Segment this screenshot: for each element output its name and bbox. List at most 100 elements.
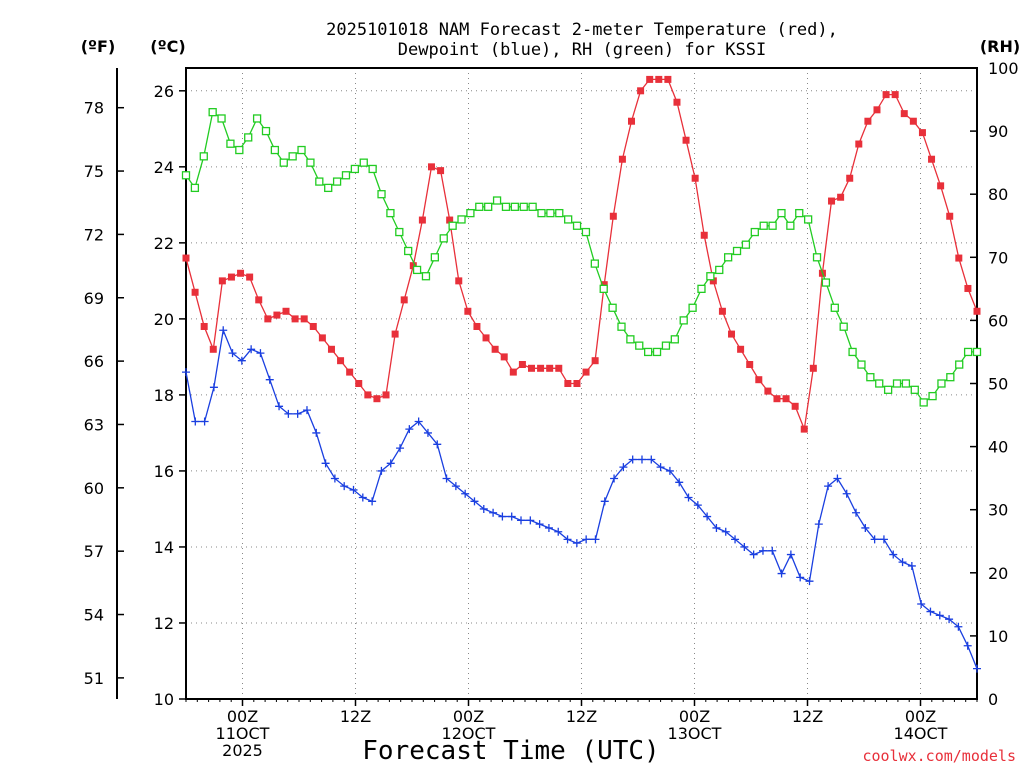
- celsius-tick-label: 22: [154, 234, 174, 253]
- rh-point: [777, 208, 786, 218]
- rh-tick-label: 100: [988, 59, 1019, 78]
- rh-point: [484, 202, 493, 211]
- dewpoint-point: [675, 478, 684, 487]
- dewpoint-point: [498, 512, 507, 521]
- temperature-point: [791, 402, 799, 410]
- rh-point: [350, 164, 360, 174]
- fahrenheit-tick-label: 72: [84, 225, 104, 244]
- temperature-point: [655, 75, 663, 83]
- rh-point: [963, 347, 973, 357]
- temperature-point: [218, 277, 226, 285]
- rh-point: [439, 234, 448, 243]
- temperature-point: [409, 262, 417, 270]
- rh-point: [404, 246, 413, 256]
- temperature-point: [437, 167, 445, 175]
- dewpoint-point: [647, 455, 656, 464]
- time-tick-label: 13OCT: [668, 724, 722, 743]
- temperature-point: [609, 212, 617, 220]
- rh-point: [608, 303, 617, 312]
- time-tick-label: 14OCT: [894, 724, 948, 743]
- rh-point: [208, 108, 217, 117]
- dewpoint-point: [489, 508, 498, 517]
- rh-point: [190, 183, 200, 193]
- rh-point: [715, 265, 724, 275]
- rh-point: [688, 303, 697, 312]
- rh-point: [866, 373, 875, 382]
- rh-point: [217, 114, 226, 123]
- rh-point: [528, 202, 537, 211]
- dewpoint-point: [470, 497, 479, 506]
- temperature-point: [864, 117, 872, 125]
- dewpoint-point: [312, 428, 321, 437]
- rh-point: [661, 341, 671, 350]
- dewpoint-point: [200, 417, 209, 426]
- rh-point: [821, 278, 831, 287]
- temperature-point: [691, 174, 699, 182]
- temperature-point: [718, 307, 726, 315]
- fahrenheit-tick-label: 60: [84, 479, 104, 498]
- dewpoint-point: [405, 425, 414, 434]
- rh-point: [901, 379, 911, 388]
- rh-point: [537, 208, 546, 218]
- temperature-point: [637, 87, 645, 95]
- dewpoint-point: [507, 512, 516, 521]
- dewpoint-point: [954, 622, 963, 631]
- rh-point: [448, 221, 457, 230]
- dewpoint-point: [833, 474, 842, 483]
- rh-point: [421, 272, 431, 281]
- fahrenheit-tick-label: 66: [84, 352, 104, 371]
- rh-point: [252, 114, 262, 123]
- chart-title-line-2: Dewpoint (blue), RH (green) for KSSI: [398, 40, 766, 60]
- rh-point: [848, 347, 857, 357]
- fahrenheit-tick-label: 69: [84, 289, 104, 308]
- dewpoint-point: [703, 512, 712, 521]
- dewpoint-point: [414, 417, 423, 426]
- rh-point: [492, 196, 502, 205]
- dewpoint-point: [479, 504, 488, 513]
- rh-point: [279, 158, 288, 167]
- x-axis-label: Forecast Time (UTC): [362, 736, 659, 766]
- dewpoint-point: [535, 520, 544, 529]
- time-tick-label: 00Z: [905, 707, 936, 726]
- temperature-point: [464, 307, 472, 315]
- rh-point: [288, 152, 297, 161]
- rh-point: [297, 145, 306, 155]
- dewpoint-point: [805, 577, 814, 586]
- temperature-point: [964, 284, 972, 292]
- temperature-point: [746, 360, 754, 368]
- dewpoint-point: [191, 417, 200, 426]
- fahrenheit-tick-label: 51: [84, 669, 104, 688]
- rh-point: [759, 221, 768, 230]
- rh-tick-label: 20: [988, 564, 1008, 583]
- rh-tick-label: 80: [988, 185, 1008, 204]
- rh-point: [830, 303, 839, 312]
- dewpoint-point: [740, 542, 749, 551]
- rh-point: [812, 253, 822, 262]
- dewpoint-point: [926, 607, 935, 616]
- temperature-point: [573, 380, 581, 387]
- dewpoint-point: [461, 489, 470, 498]
- rh-point: [795, 208, 804, 218]
- rh-point: [306, 158, 315, 167]
- rh-point: [555, 208, 564, 218]
- dewpoint-point: [442, 474, 451, 483]
- celsius-unit-label: (ºC): [150, 37, 185, 56]
- temperature-point: [200, 322, 208, 330]
- fahrenheit-tick-label: 57: [84, 542, 104, 561]
- dewpoint-point: [349, 485, 358, 494]
- temperature-point: [391, 330, 399, 338]
- time-tick-label: 00Z: [679, 707, 710, 726]
- time-tick-label: 00Z: [453, 707, 484, 726]
- temperature-point: [537, 364, 545, 372]
- celsius-tick-label: 18: [154, 386, 174, 405]
- dewpoint-point: [665, 466, 674, 475]
- dewpoint-point: [386, 459, 395, 468]
- temperature-point: [591, 357, 599, 365]
- celsius-tick-label: 20: [154, 310, 174, 329]
- temperature-point: [300, 315, 308, 323]
- fahrenheit-tick-label: 63: [84, 415, 104, 434]
- rh-point: [750, 227, 759, 237]
- temperature-point: [855, 140, 863, 148]
- dewpoint-point: [544, 523, 553, 532]
